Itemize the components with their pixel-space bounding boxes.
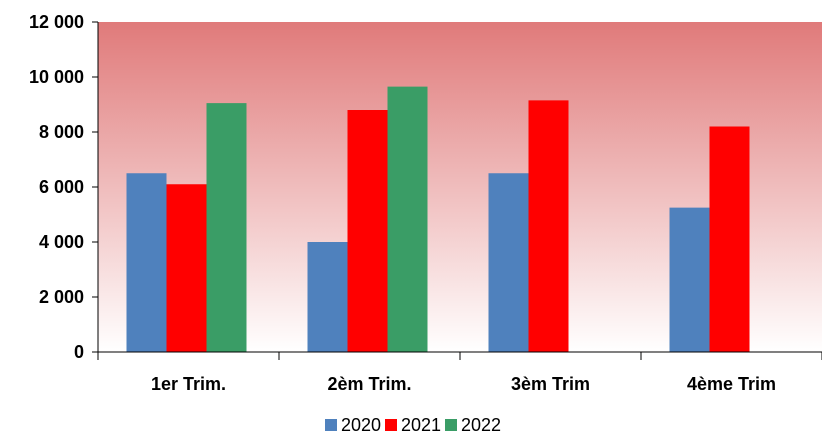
legend-label-2021: 2021 — [401, 415, 441, 435]
bar-2021-3 — [528, 100, 569, 352]
bar-2020-2 — [307, 242, 348, 352]
x-tick-label: 3èm Trim — [511, 374, 590, 394]
bar-2022-2 — [387, 86, 428, 352]
legend-label-2022: 2022 — [461, 415, 501, 435]
y-tick-label: 2 000 — [39, 287, 84, 307]
bar-2020-1 — [126, 173, 167, 352]
legend-swatch-2021 — [385, 419, 397, 431]
y-tick-label: 4 000 — [39, 232, 84, 252]
bar-2021-4 — [709, 126, 750, 352]
y-tick-label: 8 000 — [39, 122, 84, 142]
bar-2021-2 — [347, 110, 388, 352]
y-tick-label: 10 000 — [29, 67, 84, 87]
legend-label-2020: 2020 — [341, 415, 381, 435]
bar-2020-3 — [488, 173, 529, 352]
legend-swatch-2020 — [325, 419, 337, 431]
legend-swatch-2022 — [445, 419, 457, 431]
bar-2022-1 — [206, 103, 247, 352]
x-tick-label: 4ème Trim — [687, 374, 776, 394]
y-tick-label: 6 000 — [39, 177, 84, 197]
bar-2021-1 — [166, 184, 207, 352]
y-tick-label: 0 — [74, 342, 84, 362]
x-tick-label: 2èm Trim. — [327, 374, 411, 394]
x-tick-label: 1er Trim. — [151, 374, 226, 394]
bar-2020-4 — [669, 207, 710, 352]
y-tick-label: 12 000 — [29, 12, 84, 32]
